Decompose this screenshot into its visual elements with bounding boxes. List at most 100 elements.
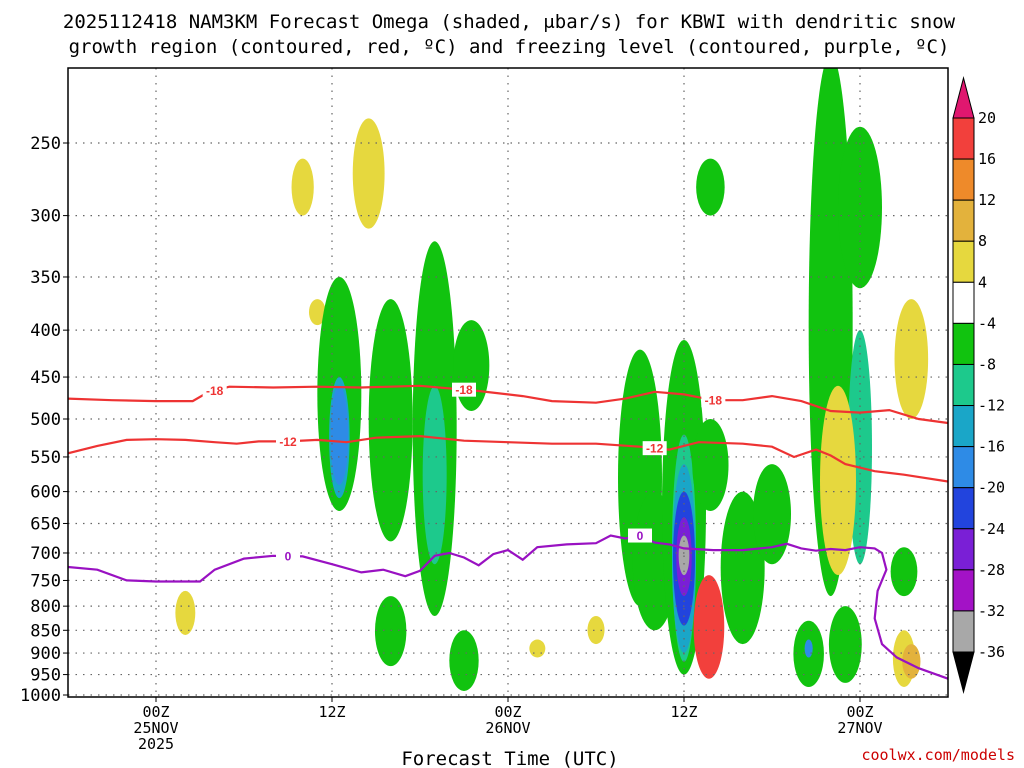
colorbar-box xyxy=(952,199,975,242)
contour-label: -18 xyxy=(455,383,473,397)
contour-label: -18 xyxy=(206,384,224,398)
y-tick-label: 600 xyxy=(30,483,61,503)
x-tick-label: 00Z xyxy=(494,703,521,721)
omega-shaded-region xyxy=(291,158,314,216)
omega-shaded-region xyxy=(529,639,546,658)
omega-shaded-region xyxy=(820,385,856,576)
omega-shaded-region xyxy=(752,464,792,565)
omega-shaded-region xyxy=(678,535,690,576)
chart-title-line2: growth region (contoured, red, ºC) and f… xyxy=(69,36,950,58)
y-tick-label: 500 xyxy=(30,410,61,430)
colorbar-label: -28 xyxy=(978,561,1005,579)
colorbar-label: -16 xyxy=(978,438,1005,456)
colorbar-box xyxy=(952,158,975,201)
x-tick-label: 00Z xyxy=(846,703,873,721)
colorbar-label: 8 xyxy=(978,232,987,250)
x-tick-label: 27NOV xyxy=(837,719,882,737)
x-tick-label: 12Z xyxy=(318,703,345,721)
colorbar-label: 4 xyxy=(978,273,987,291)
omega-shaded-region xyxy=(330,385,349,485)
y-tick-label: 1000 xyxy=(20,686,61,706)
x-tick-label: 25NOV xyxy=(133,719,178,737)
omega-shaded-region xyxy=(587,615,605,645)
y-tick-label: 550 xyxy=(30,448,61,468)
colorbar-label: 16 xyxy=(978,150,996,168)
y-tick-label: 850 xyxy=(30,621,61,641)
colorbar-box xyxy=(952,528,975,571)
y-tick-label: 350 xyxy=(30,268,61,288)
x-axis-title: Forecast Time (UTC) xyxy=(401,748,618,768)
colorbar-box xyxy=(952,363,975,407)
x-tick-label: 00Z xyxy=(142,703,169,721)
colorbar-label: -20 xyxy=(978,479,1005,497)
colorbar-box xyxy=(952,281,975,324)
x-tick-label: 26NOV xyxy=(485,719,530,737)
omega-shaded-region xyxy=(308,299,326,326)
contour-label: -12 xyxy=(646,442,664,456)
contour-line xyxy=(68,434,948,483)
omega-shaded-region xyxy=(422,385,447,565)
colorbar-top-arrow xyxy=(952,76,975,119)
y-tick-label: 900 xyxy=(30,644,61,664)
y-tick-label: 650 xyxy=(30,514,61,534)
y-tick-label: 950 xyxy=(30,666,61,686)
x-tick-label: 2025 xyxy=(138,735,174,753)
colorbar-box xyxy=(952,405,975,448)
x-tick-label: 12Z xyxy=(670,703,697,721)
colorbar-label: -12 xyxy=(978,397,1005,415)
omega-shaded-region xyxy=(175,590,196,635)
y-tick-label: 750 xyxy=(30,571,61,591)
colorbar-label: -24 xyxy=(978,520,1005,538)
colorbar-box xyxy=(952,610,975,653)
contour-label-bg xyxy=(642,441,667,456)
contour-label-bg xyxy=(276,549,300,564)
y-tick-label: 450 xyxy=(30,368,61,388)
omega-shaded-region xyxy=(368,299,413,542)
omega-shaded-region xyxy=(838,126,882,289)
contour-label-bg xyxy=(202,383,227,398)
colorbar-label: 20 xyxy=(978,109,996,127)
y-tick-label: 250 xyxy=(30,134,61,154)
contour-label-bg xyxy=(701,393,726,408)
y-tick-label: 300 xyxy=(30,207,61,227)
colorbar-box xyxy=(952,446,975,489)
omega-shaded-region xyxy=(890,547,918,597)
colorbar-label: 12 xyxy=(978,191,996,209)
omega-shaded-region xyxy=(804,639,813,658)
colorbar: 20 16 12 8 4 -4 -8 -12 -16 -20 -24 -28 -32 -36 xyxy=(952,76,1005,694)
contour-label-bg xyxy=(628,528,652,543)
credit-text: coolwx.com/models xyxy=(861,746,1015,764)
contour-label: -18 xyxy=(705,394,723,408)
contour-label-bg xyxy=(276,434,300,449)
omega-shaded-region xyxy=(352,118,385,229)
contour-label: 0 xyxy=(285,550,292,564)
colorbar-label: -4 xyxy=(978,314,996,332)
chart-title-line1: 2025112418 NAM3KM Forecast Omega (shaded… xyxy=(63,11,956,33)
colorbar-box xyxy=(952,322,975,365)
colorbar-label: -32 xyxy=(978,602,1005,620)
contour-label: -12 xyxy=(279,435,297,449)
omega-shaded-region xyxy=(696,158,725,216)
contour-label-bg xyxy=(452,382,476,397)
colorbar-box xyxy=(952,569,975,612)
colorbar-label: -8 xyxy=(978,355,996,373)
omega-shaded-region xyxy=(453,320,490,411)
colorbar-bottom-arrow xyxy=(952,651,975,694)
omega-shaded-region xyxy=(828,606,862,683)
colorbar-box xyxy=(952,240,975,283)
y-tick-label: 800 xyxy=(30,597,61,617)
plot-area: -18 -18 -18 -12 -12 0 0 250 300 350 400 450 500 550 60… xyxy=(20,67,949,753)
y-tick-label: 700 xyxy=(30,544,61,564)
colorbar-box xyxy=(952,487,975,530)
omega-shaded-region xyxy=(693,575,725,679)
omega-shaded-region xyxy=(692,419,729,512)
colorbar-box xyxy=(952,117,975,160)
colorbar-label: -36 xyxy=(978,643,1005,661)
omega-shaded-region xyxy=(720,491,765,645)
omega-shaded-region xyxy=(449,630,479,691)
y-tick-label: 400 xyxy=(30,321,61,341)
omega-shaded-region xyxy=(374,596,407,667)
omega-shaded-region xyxy=(894,299,929,419)
plot-body: -18 -18 -18 -12 -12 0 0 xyxy=(68,68,948,697)
